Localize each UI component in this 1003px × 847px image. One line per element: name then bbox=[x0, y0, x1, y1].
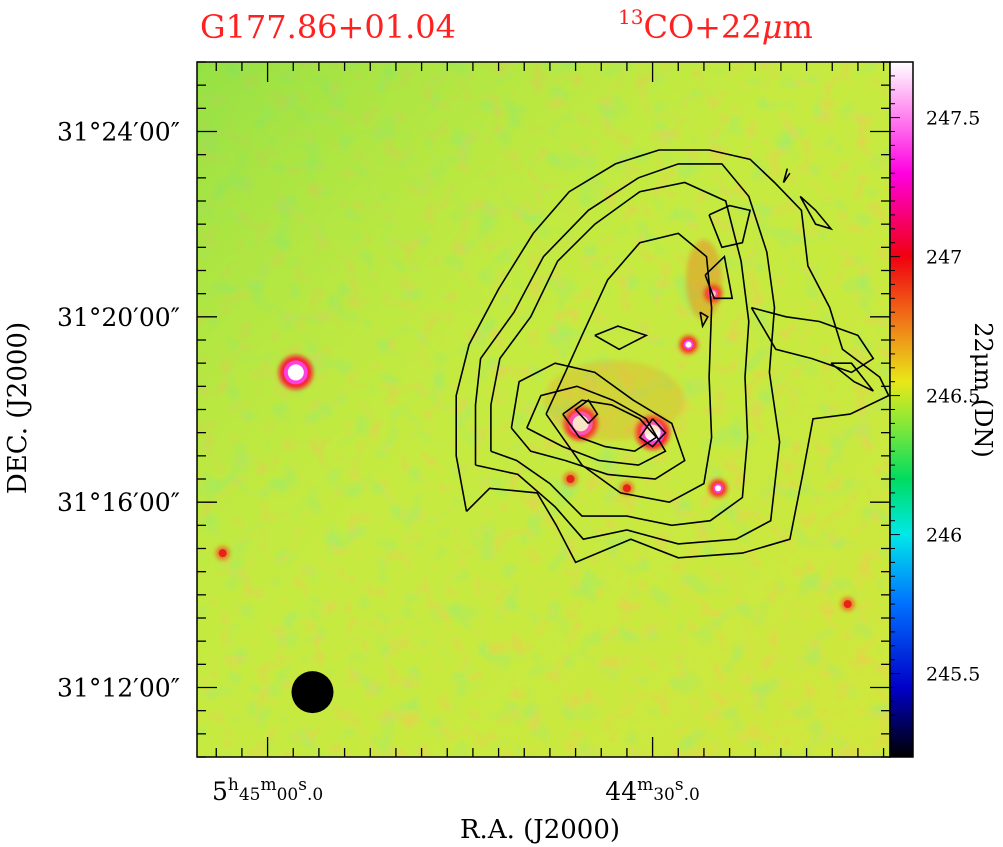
contour-16 bbox=[830, 362, 874, 392]
x-tick-labels: 5h45m00s.0 44m30s.0 bbox=[212, 775, 700, 806]
co-contours bbox=[455, 149, 890, 564]
y-tick-label: 31°20′00″ bbox=[57, 303, 180, 332]
contour-4 bbox=[545, 232, 713, 504]
object-title: G177.86+01.04 bbox=[200, 8, 456, 46]
colorbar-label: 22μm (DN) bbox=[969, 322, 997, 458]
y-tick-labels: 31°24′00″ 31°20′00″ 31°16′00″ 31°12′00″ bbox=[57, 118, 180, 703]
source-10 bbox=[840, 597, 855, 612]
contour-1 bbox=[455, 149, 890, 564]
contour-14 bbox=[750, 306, 875, 374]
colorbar-tick-label: 245.5 bbox=[926, 664, 980, 686]
map-title: 13CO+22μm bbox=[618, 5, 813, 46]
colorbar-ticks: 245.5 246 246.5 247 247.5 bbox=[890, 75, 980, 744]
axis-ticks bbox=[197, 61, 890, 758]
x-tick-label: 44m30s.0 bbox=[605, 775, 700, 806]
contour-8 bbox=[574, 399, 599, 424]
colorbar-tick-label: 247.5 bbox=[926, 108, 980, 130]
contour-12 bbox=[699, 311, 709, 329]
beam-ellipse bbox=[291, 671, 334, 714]
y-tick-label: 31°16′00″ bbox=[57, 488, 180, 517]
map-title-mu: μ bbox=[762, 8, 783, 46]
contour-6 bbox=[526, 385, 667, 466]
source-4 bbox=[679, 335, 698, 354]
y-axis-label: DEC. (J2000) bbox=[3, 322, 33, 494]
contour-11 bbox=[704, 254, 734, 300]
contour-3 bbox=[490, 181, 750, 527]
contour-15 bbox=[799, 195, 834, 231]
diffuse-filament bbox=[685, 239, 722, 320]
colorbar-tick-label: 246.5 bbox=[926, 386, 980, 408]
map-title-isotope: 13 bbox=[618, 5, 643, 29]
source-8 bbox=[619, 481, 634, 496]
map-gradient bbox=[197, 62, 890, 757]
intensity-map bbox=[197, 62, 890, 757]
x-tick-label: 5h45m00s.0 bbox=[212, 775, 323, 806]
source-1 bbox=[278, 355, 313, 390]
contour-2 bbox=[474, 163, 781, 545]
colorbar-tick-label: 247 bbox=[926, 247, 962, 269]
contour-9 bbox=[638, 418, 667, 448]
source-9 bbox=[215, 546, 230, 561]
source-7 bbox=[563, 472, 578, 486]
colorbar-tick-label: 246 bbox=[926, 525, 962, 547]
map-title-tail: m bbox=[783, 8, 813, 46]
contour-17 bbox=[782, 168, 791, 183]
x-axis-label: R.A. (J2000) bbox=[460, 815, 620, 845]
y-tick-label: 31°12′00″ bbox=[57, 674, 180, 703]
contour-10 bbox=[594, 325, 649, 351]
contour-7 bbox=[562, 399, 658, 453]
source-6 bbox=[709, 479, 728, 498]
map-title-main: CO+22 bbox=[643, 8, 761, 46]
y-tick-label: 31°24′00″ bbox=[57, 118, 180, 147]
contour-5 bbox=[510, 362, 686, 480]
contour-13 bbox=[708, 204, 752, 249]
